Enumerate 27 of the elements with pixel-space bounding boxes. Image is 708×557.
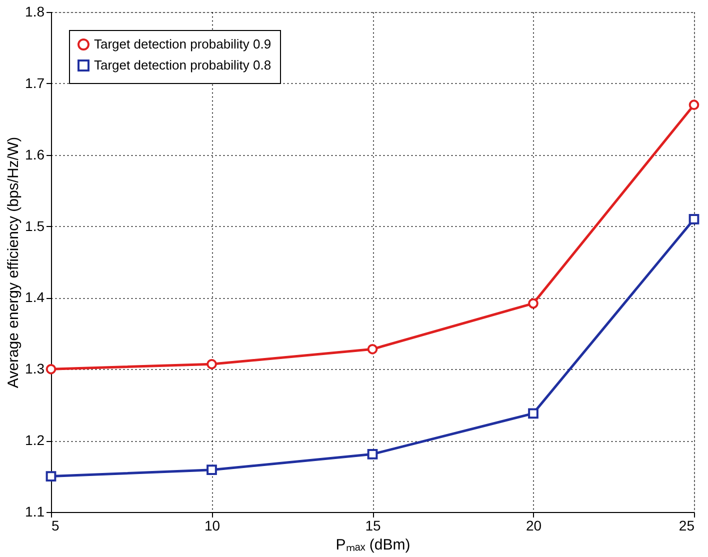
x-tick-label: 15: [365, 518, 381, 534]
point: [206, 464, 217, 476]
y-tick-label: 1.2: [25, 432, 45, 448]
point: [528, 298, 538, 309]
point: [46, 471, 56, 482]
point: [688, 214, 700, 224]
point: [528, 408, 538, 419]
y-tick-label: 1.7: [25, 74, 45, 91]
point: [367, 344, 378, 354]
y-tick-label: 1.4: [25, 289, 45, 306]
y-tick-label: 1.8: [25, 4, 45, 20]
x-tick-label: 5: [52, 518, 60, 534]
point: [46, 364, 56, 374]
y-tick-label: 1.6: [25, 146, 45, 162]
y-tick-label: 1.3: [25, 360, 45, 377]
x-tick-label: 10: [204, 518, 220, 534]
x-tick-label: 25: [678, 518, 695, 534]
legend-label: Target detection probability 0.8: [94, 58, 272, 72]
point: [688, 100, 700, 110]
legend-label: Target detection probability 0.9: [94, 36, 272, 52]
point: [367, 448, 378, 460]
x-tick-label: 20: [526, 518, 542, 534]
y-tick-label: 1.5: [25, 218, 45, 234]
x-axis-title: Pₘₐₓ (dBm): [336, 536, 410, 554]
y-axis-title: Average energy efficiency (bps/Hz/W): [5, 136, 22, 388]
y-tick-label: 1.1: [25, 504, 45, 520]
point: [206, 358, 217, 370]
